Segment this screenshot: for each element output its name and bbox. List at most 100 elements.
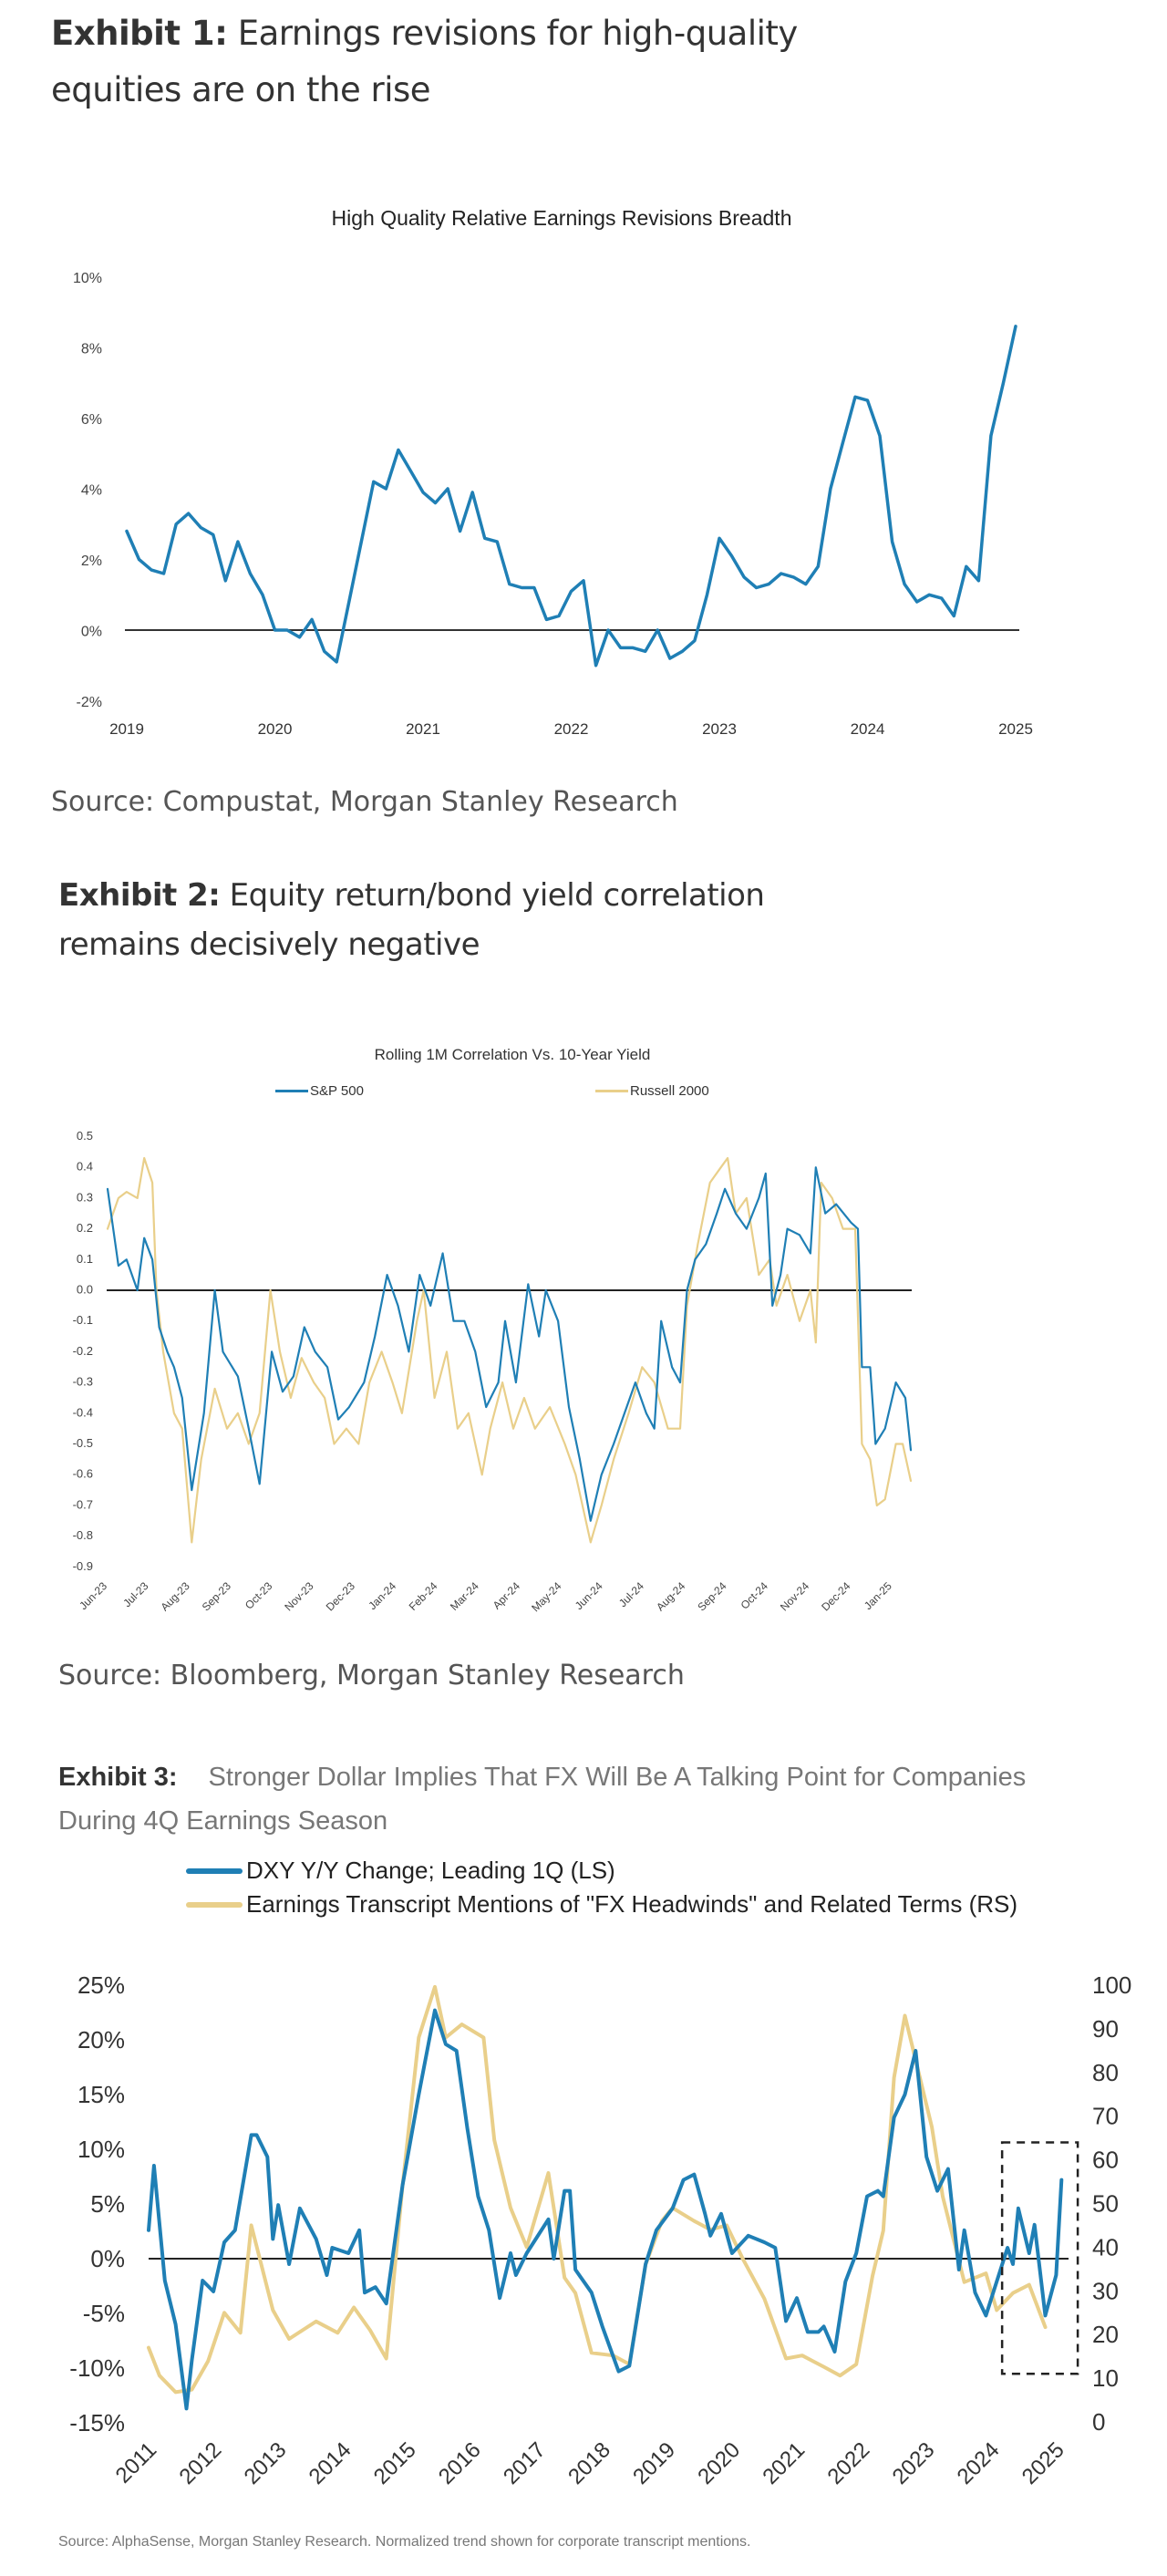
chart-2-y-tick: -0.2 (73, 1344, 93, 1358)
chart-3-x-tick: 2019 (628, 2437, 680, 2489)
chart-3-y-tick-left: 25% (77, 1971, 125, 1999)
chart-1-y-tick: 10% (73, 271, 102, 286)
legend-swatch-russell2000 (595, 1090, 628, 1092)
legend-swatch-fx-mentions (186, 1901, 243, 1908)
exhibit-3-title-line1: Exhibit 3: Stronger Dollar Implies That F… (58, 1755, 1026, 1799)
chart-3-x-tick: 2022 (822, 2437, 874, 2489)
chart-2-x-tick: Jul-23 (120, 1579, 150, 1609)
legend-swatch-sp500 (275, 1090, 308, 1092)
exhibit-3-title-line2: During 4Q Earnings Season (58, 1806, 388, 1836)
exhibit-3-source: Source: AlphaSense, Morgan Stanley Resea… (58, 2534, 751, 2550)
chart-1-series-line (125, 325, 1017, 667)
chart-3-x-tick: 2016 (434, 2437, 486, 2489)
chart-2-x-tick: Jun-24 (573, 1579, 605, 1612)
chart-3-x-tick: 2013 (240, 2437, 292, 2489)
chart-3-x-tick: 2011 (111, 2437, 162, 2488)
chart-3-highlight-box (1000, 2141, 1079, 2375)
chart-3-y-tick-left: 0% (90, 2245, 125, 2272)
legend-label-russell2000: Russell 2000 (630, 1083, 709, 1099)
exhibit-3-title-text: Stronger Dollar Implies That FX Will Be … (208, 1763, 1027, 1792)
chart-2-x-tick: Jan-24 (366, 1579, 398, 1612)
chart-3-y-tick-left: 15% (77, 2081, 125, 2108)
chart-1-x-tick: 2022 (554, 720, 589, 738)
chart-3-y-tick-right: 30 (1092, 2277, 1119, 2304)
exhibit-1-title: Exhibit 1: Earnings revisions for high-q… (51, 5, 798, 119)
chart-3-y-tick-left: -5% (83, 2300, 125, 2327)
chart-2-y-tick: -0.8 (73, 1528, 93, 1542)
chart-2-y-tick: -0.4 (73, 1405, 93, 1419)
chart-2-y-tick: -0.5 (73, 1436, 93, 1450)
exhibit-1-source: Source: Compustat, Morgan Stanley Resear… (51, 786, 678, 818)
chart-3-y-tick-left: -10% (69, 2354, 125, 2382)
chart-2-title: Rolling 1M Correlation Vs. 10-Year Yield (374, 1046, 651, 1063)
chart-2-series-russell2000 (106, 1156, 913, 1544)
exhibit-1-title-text: Earnings revisions for high-quality (227, 14, 799, 53)
chart-3-y-tick-right: 90 (1092, 2015, 1119, 2043)
chart-1-x-tick: 2021 (406, 720, 440, 738)
chart-3-x-tick: 2014 (305, 2437, 356, 2489)
exhibit-2-title-line1: Exhibit 2: Equity return/bond yield corr… (58, 871, 765, 920)
chart-3-x-tick: 2023 (888, 2437, 940, 2489)
chart-3-x-tick: 2018 (563, 2437, 615, 2489)
exhibit-2-title-line2: remains decisively negative (58, 926, 480, 963)
exhibit-2-title: Exhibit 2: Equity return/bond yield corr… (58, 871, 765, 969)
exhibit-2-label: Exhibit 2: (58, 877, 221, 914)
chart-3-y-tick-right: 50 (1092, 2190, 1119, 2218)
chart-1-x-tick: 2019 (109, 720, 144, 738)
chart-1-y-tick: -2% (77, 695, 102, 710)
legend-item-dxy: DXY Y/Y Change; Leading 1Q (LS) (186, 1857, 615, 1885)
chart-2-x-tick: Dec-23 (324, 1579, 357, 1613)
chart-3-x-tick: 2015 (369, 2437, 421, 2489)
exhibit-2-source: Source: Bloomberg, Morgan Stanley Resear… (58, 1660, 685, 1691)
chart-1-y-tick: 4% (81, 483, 102, 499)
chart-2-x-tick: Nov-23 (282, 1579, 315, 1613)
legend-label-fx-mentions: Earnings Transcript Mentions of "FX Head… (246, 1890, 1018, 1918)
chart-2-x-tick: Sep-24 (695, 1579, 728, 1613)
chart-2-x-tick: Aug-23 (158, 1579, 191, 1613)
chart-2-x-tick: Dec-24 (819, 1579, 852, 1613)
chart-2-x-tick: Feb-24 (407, 1579, 440, 1613)
chart-3-y-tick-right: 70 (1092, 2103, 1119, 2130)
chart-2-y-tick: -0.1 (73, 1313, 93, 1327)
chart-2-x-tick: Jan-25 (862, 1579, 894, 1612)
chart-3-x-tick: 2020 (693, 2437, 745, 2489)
chart-2-x-tick: May-24 (529, 1579, 563, 1614)
legend-label-dxy: DXY Y/Y Change; Leading 1Q (LS) (246, 1857, 615, 1884)
legend-item-russell2000: Russell 2000 (595, 1083, 709, 1099)
chart-2-y-tick: -0.9 (73, 1559, 93, 1573)
chart-2-x-tick: Sep-23 (200, 1579, 233, 1613)
chart-1-y-tick: 2% (81, 553, 102, 569)
exhibit-1-title-line2: equities are on the rise (51, 70, 431, 109)
chart-2-x-tick: Oct-23 (243, 1579, 275, 1612)
chart-1-x-tick: 2023 (702, 720, 737, 738)
chart-2-x-tick: Nov-24 (778, 1579, 811, 1613)
chart-3-series-dxy (147, 2008, 1064, 2411)
chart-3-y-tick-right: 100 (1092, 1971, 1131, 1999)
chart-2-x-tick: Mar-24 (448, 1579, 481, 1613)
chart-1-x-tick: 2024 (851, 720, 885, 738)
chart-2-y-tick: -0.6 (73, 1467, 93, 1481)
chart-2-y-tick: 0.1 (77, 1252, 93, 1266)
chart-3-x-tick: 2024 (953, 2437, 1005, 2489)
legend-label-sp500: S&P 500 (310, 1083, 364, 1099)
chart-2-y-tick: 0.2 (77, 1221, 93, 1235)
chart-2-series-sp500 (106, 1166, 913, 1522)
chart-3-x-tick: 2017 (499, 2437, 551, 2489)
chart-3-y-tick-right: 0 (1092, 2408, 1105, 2436)
chart-3-y-tick-right: 80 (1092, 2059, 1119, 2086)
chart-1-y-tick: 6% (81, 412, 102, 428)
chart-2-y-tick: -0.7 (73, 1497, 93, 1511)
chart-2-x-tick: Oct-24 (738, 1579, 771, 1612)
chart-2-x-tick: Jul-24 (616, 1579, 646, 1609)
exhibit-3-title: Exhibit 3: Stronger Dollar Implies That F… (58, 1755, 1026, 1843)
chart-3-y-tick-right: 20 (1092, 2321, 1119, 2348)
chart-2-x-tick: Jun-23 (77, 1579, 109, 1612)
chart-3-y-tick-left: 10% (77, 2136, 125, 2163)
legend-swatch-dxy (186, 1867, 243, 1874)
exhibit-2-title-text: Equity return/bond yield correlation (220, 877, 765, 914)
chart-3-y-tick-right: 40 (1092, 2233, 1119, 2260)
chart-2-y-tick: 0.3 (77, 1190, 93, 1204)
chart-1-y-tick: 8% (81, 342, 102, 357)
chart-1-x-tick: 2025 (998, 720, 1033, 738)
